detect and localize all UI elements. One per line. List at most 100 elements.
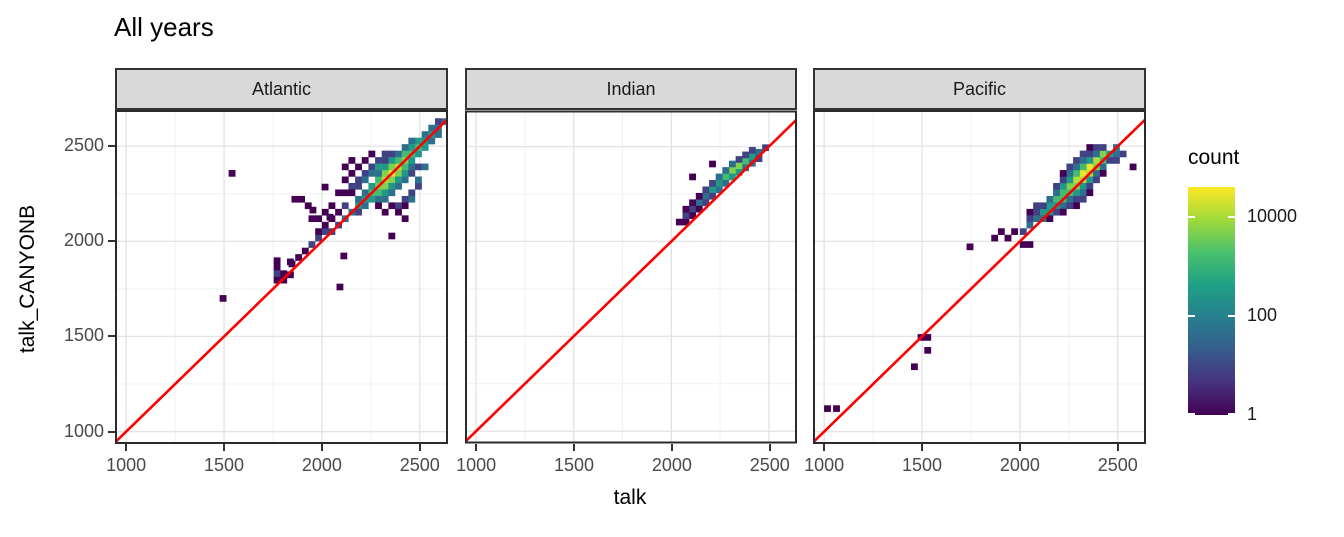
x-tick-mark [1018,444,1021,451]
bin [1079,195,1087,203]
bin [1053,189,1060,197]
bin [348,189,356,197]
bin [702,186,710,194]
bin [1053,195,1060,203]
x-tick-label: 1500 [554,455,595,475]
bin [748,153,756,161]
bin [434,118,442,125]
bin [924,334,932,341]
bin [415,176,422,184]
bin [340,252,348,260]
bin [1099,150,1107,158]
bin [355,195,362,203]
bin [315,215,323,223]
bin [735,169,743,176]
bin [328,202,336,210]
x-tick-mark [670,444,673,451]
x-tick-mark [921,444,924,451]
bin [1099,144,1107,151]
bin [722,173,730,181]
bin [709,160,716,168]
x-tick-label: 1000 [456,455,497,475]
bin [368,195,376,203]
bin [388,163,396,171]
bin [1086,189,1094,197]
bin [1086,176,1094,184]
y-tick-label: 1500 [63,325,104,346]
bin [355,176,362,184]
bin [361,170,369,177]
bin [689,173,696,181]
bin [1129,163,1137,171]
bin [381,157,389,164]
bin [326,213,334,221]
plot-title: All years [114,12,214,42]
legend-tick-label: 1 [1247,404,1258,424]
bin [1073,163,1080,171]
legend-title: count [1188,146,1240,169]
bin [368,150,376,158]
bin [381,195,389,203]
bin [1053,182,1060,190]
bin [381,170,389,177]
bin [1066,195,1074,203]
bin [286,258,294,266]
bin [1059,170,1067,177]
y-tick-mark [108,430,115,433]
facet-label: Pacific [952,78,1006,99]
bin [355,182,362,190]
legend-tick-label: 100 [1247,304,1278,325]
bin [742,151,750,159]
bin [762,144,769,152]
x-tick-label: 2500 [749,455,790,475]
bin [735,162,743,170]
bin [375,195,382,203]
x-tick-label: 2500 [1097,455,1138,475]
facet-label: Atlantic [251,78,312,99]
bin [395,182,402,190]
bin [728,167,736,174]
bin [375,163,382,171]
bin [1073,202,1080,210]
bin [1073,170,1080,177]
bin [924,347,932,354]
bin [742,158,750,165]
bin [368,170,376,177]
facet-strip-indian: Indian [465,68,797,110]
bin [1039,202,1047,210]
bin [295,254,303,261]
bin [1033,215,1040,223]
x-tick-mark [475,444,478,451]
bin [1099,170,1107,177]
bin [361,189,369,197]
x-tick-mark [320,444,323,451]
x-tick-label: 1500 [902,455,943,475]
bin [755,155,763,163]
bin [381,150,389,158]
facet-strip-atlantic: Atlantic [115,68,448,110]
bin [1059,189,1067,197]
bin [1019,228,1027,235]
bin [395,176,402,184]
bin [361,157,369,164]
bin [401,215,409,223]
bin [1113,157,1120,164]
bin [388,202,396,210]
bin [361,176,369,184]
bin [1033,208,1040,216]
bin [361,202,369,210]
identity-line [115,116,448,444]
bin [1059,182,1067,190]
bin [434,131,442,138]
x-tick-label: 2000 [651,455,692,475]
bin [1039,208,1047,216]
bin [348,170,356,177]
bin [991,234,999,242]
bin [321,221,329,229]
bin [408,144,416,151]
bin [824,405,831,412]
bin [315,228,323,235]
bin [1119,150,1127,158]
x-tick-label: 1000 [804,455,845,475]
bins-layer [675,144,769,226]
